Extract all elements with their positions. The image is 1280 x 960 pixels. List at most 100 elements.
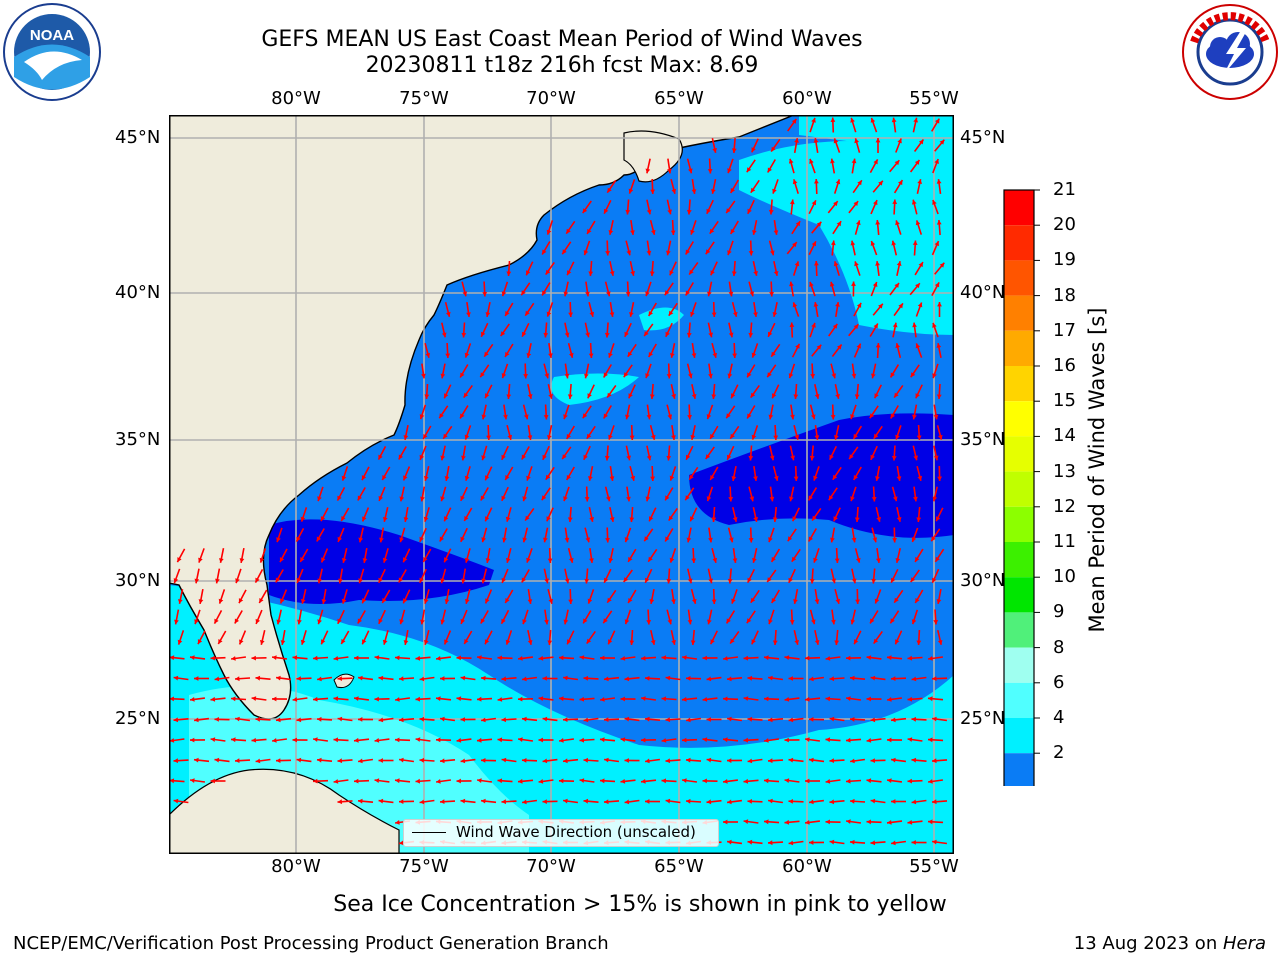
wind-wave-arrowhead [423,557,428,562]
colorbar-segment [1004,436,1034,472]
wind-wave-arrowhead [605,538,610,543]
wind-wave-arrowhead [772,517,778,522]
wind-wave-arrowhead [255,675,261,681]
wind-wave-arrowhead [870,675,876,681]
wind-wave-arrowhead [936,179,942,184]
wind-wave-arrowhead [354,737,359,743]
wind-wave-arrowhead [423,434,428,439]
wind-wave-arrowhead [936,220,942,225]
wind-wave-arrowhead [794,434,800,440]
wind-wave-arrowhead [439,536,444,542]
colorbar-tick-label: 19 [1053,249,1076,271]
wind-wave-arrowhead [666,455,672,461]
wind-wave-arrowhead [878,180,883,186]
wind-wave-arrowhead [770,250,775,256]
wind-wave-arrowhead [897,138,902,144]
wind-wave-arrowhead [850,839,855,845]
wind-wave-arrowhead [831,373,837,379]
wind-wave-arrowhead [928,737,933,743]
wind-wave-arrowhead [650,640,656,645]
wind-wave-arrowhead [747,758,753,764]
wind-wave-arrowhead [805,696,810,702]
wind-wave-arrowhead [239,639,244,645]
wind-wave-arrowhead [563,496,568,502]
wind-wave-arrowhead [398,454,403,460]
wind-wave-arrowhead [178,599,183,604]
colorbar-tick-label: 11 [1053,531,1076,552]
wind-wave-arrowhead [665,758,671,764]
wind-wave-arrowhead [767,167,772,173]
wind-wave-arrowhead [587,228,592,234]
wind-wave-arrowhead [833,201,838,207]
wind-wave-arrowhead [399,496,405,502]
wind-wave-arrowhead [341,598,347,604]
wind-wave-arrowhead [747,208,752,214]
wind-wave-arrowhead [190,737,195,743]
wind-wave-arrowhead [482,292,488,297]
wind-wave-arrowhead [764,778,769,784]
wind-wave-arrowhead [440,496,445,502]
wind-wave-arrowhead [688,373,693,379]
wind-wave-arrowhead [579,737,585,743]
wind-wave-arrowhead [275,577,280,583]
wind-wave-arrowhead [791,118,797,124]
wind-wave-arrowhead [727,676,732,682]
wind-wave-arrowhead [753,476,758,481]
colorbar-title: Mean Period of Wind Waves [s] [1085,307,1109,633]
wind-wave-arrowhead [629,640,635,645]
wind-wave-arrowhead [521,454,526,460]
wind-wave-arrowhead [255,618,260,624]
wind-wave-arrowhead [502,537,507,543]
wind-wave-arrowhead [669,475,675,481]
wind-wave-arrowhead [691,189,697,194]
wind-wave-arrowhead [506,271,512,276]
colorbar-tick-label: 16 [1053,355,1076,376]
lon-label-bottom-65w: 65°W [654,856,704,877]
wind-wave-arrowhead [378,717,384,723]
colorbar-tick-label: 4 [1053,707,1065,728]
wind-wave-arrowhead [382,598,387,603]
wind-wave-arrowhead [686,332,692,338]
wind-wave-arrowhead [934,159,939,164]
wind-wave-arrowhead [645,716,650,722]
wind-wave-arrowhead [794,138,799,143]
wind-wave-arrowhead [743,778,749,784]
wind-wave-arrowhead [518,778,523,784]
wind-wave-arrowhead [296,536,301,542]
wind-wave-arrowhead [814,394,820,399]
wind-wave-arrowhead [358,758,363,764]
wind-wave-arrowhead [522,619,527,625]
wind-wave-arrowhead [895,434,900,440]
wind-wave-arrowhead [907,696,913,702]
wind-wave-arrowhead [526,270,531,276]
wind-wave-arrowhead [568,312,573,317]
wind-wave-arrowhead [805,737,810,742]
wind-wave-arrowhead [831,619,836,625]
wind-wave-arrowhead [732,558,738,563]
wind-wave-arrowhead [649,394,655,399]
wind-wave-arrowhead [547,435,552,440]
wind-wave-arrowhead [440,578,445,584]
wind-wave-arrowhead [789,199,795,205]
wind-wave-arrowhead [768,675,773,681]
wind-wave-arrowhead [853,324,859,330]
wind-wave-arrowhead [792,302,798,308]
wind-wave-arrowhead [870,618,875,624]
wind-wave-arrowhead [730,188,735,193]
wind-wave-arrowhead [810,374,816,379]
wind-wave-arrowhead [214,618,219,624]
wind-wave-arrowhead [485,558,491,563]
wind-wave-arrowhead [564,373,570,379]
wind-wave-arrowhead [747,372,752,378]
wind-wave-arrowhead [728,291,734,297]
wind-wave-arrowhead [505,516,511,522]
wind-wave-arrowhead [238,598,244,604]
colorbar-segment [1004,295,1034,331]
wind-wave-arrowhead [440,716,445,722]
wind-wave-arrowhead [830,158,835,164]
wind-wave-arrowhead [667,619,673,625]
wind-wave-arrowhead [828,495,834,501]
wind-wave-arrowhead [522,331,527,337]
wind-wave-arrowhead [378,618,383,624]
wind-wave-arrowhead [608,352,613,358]
